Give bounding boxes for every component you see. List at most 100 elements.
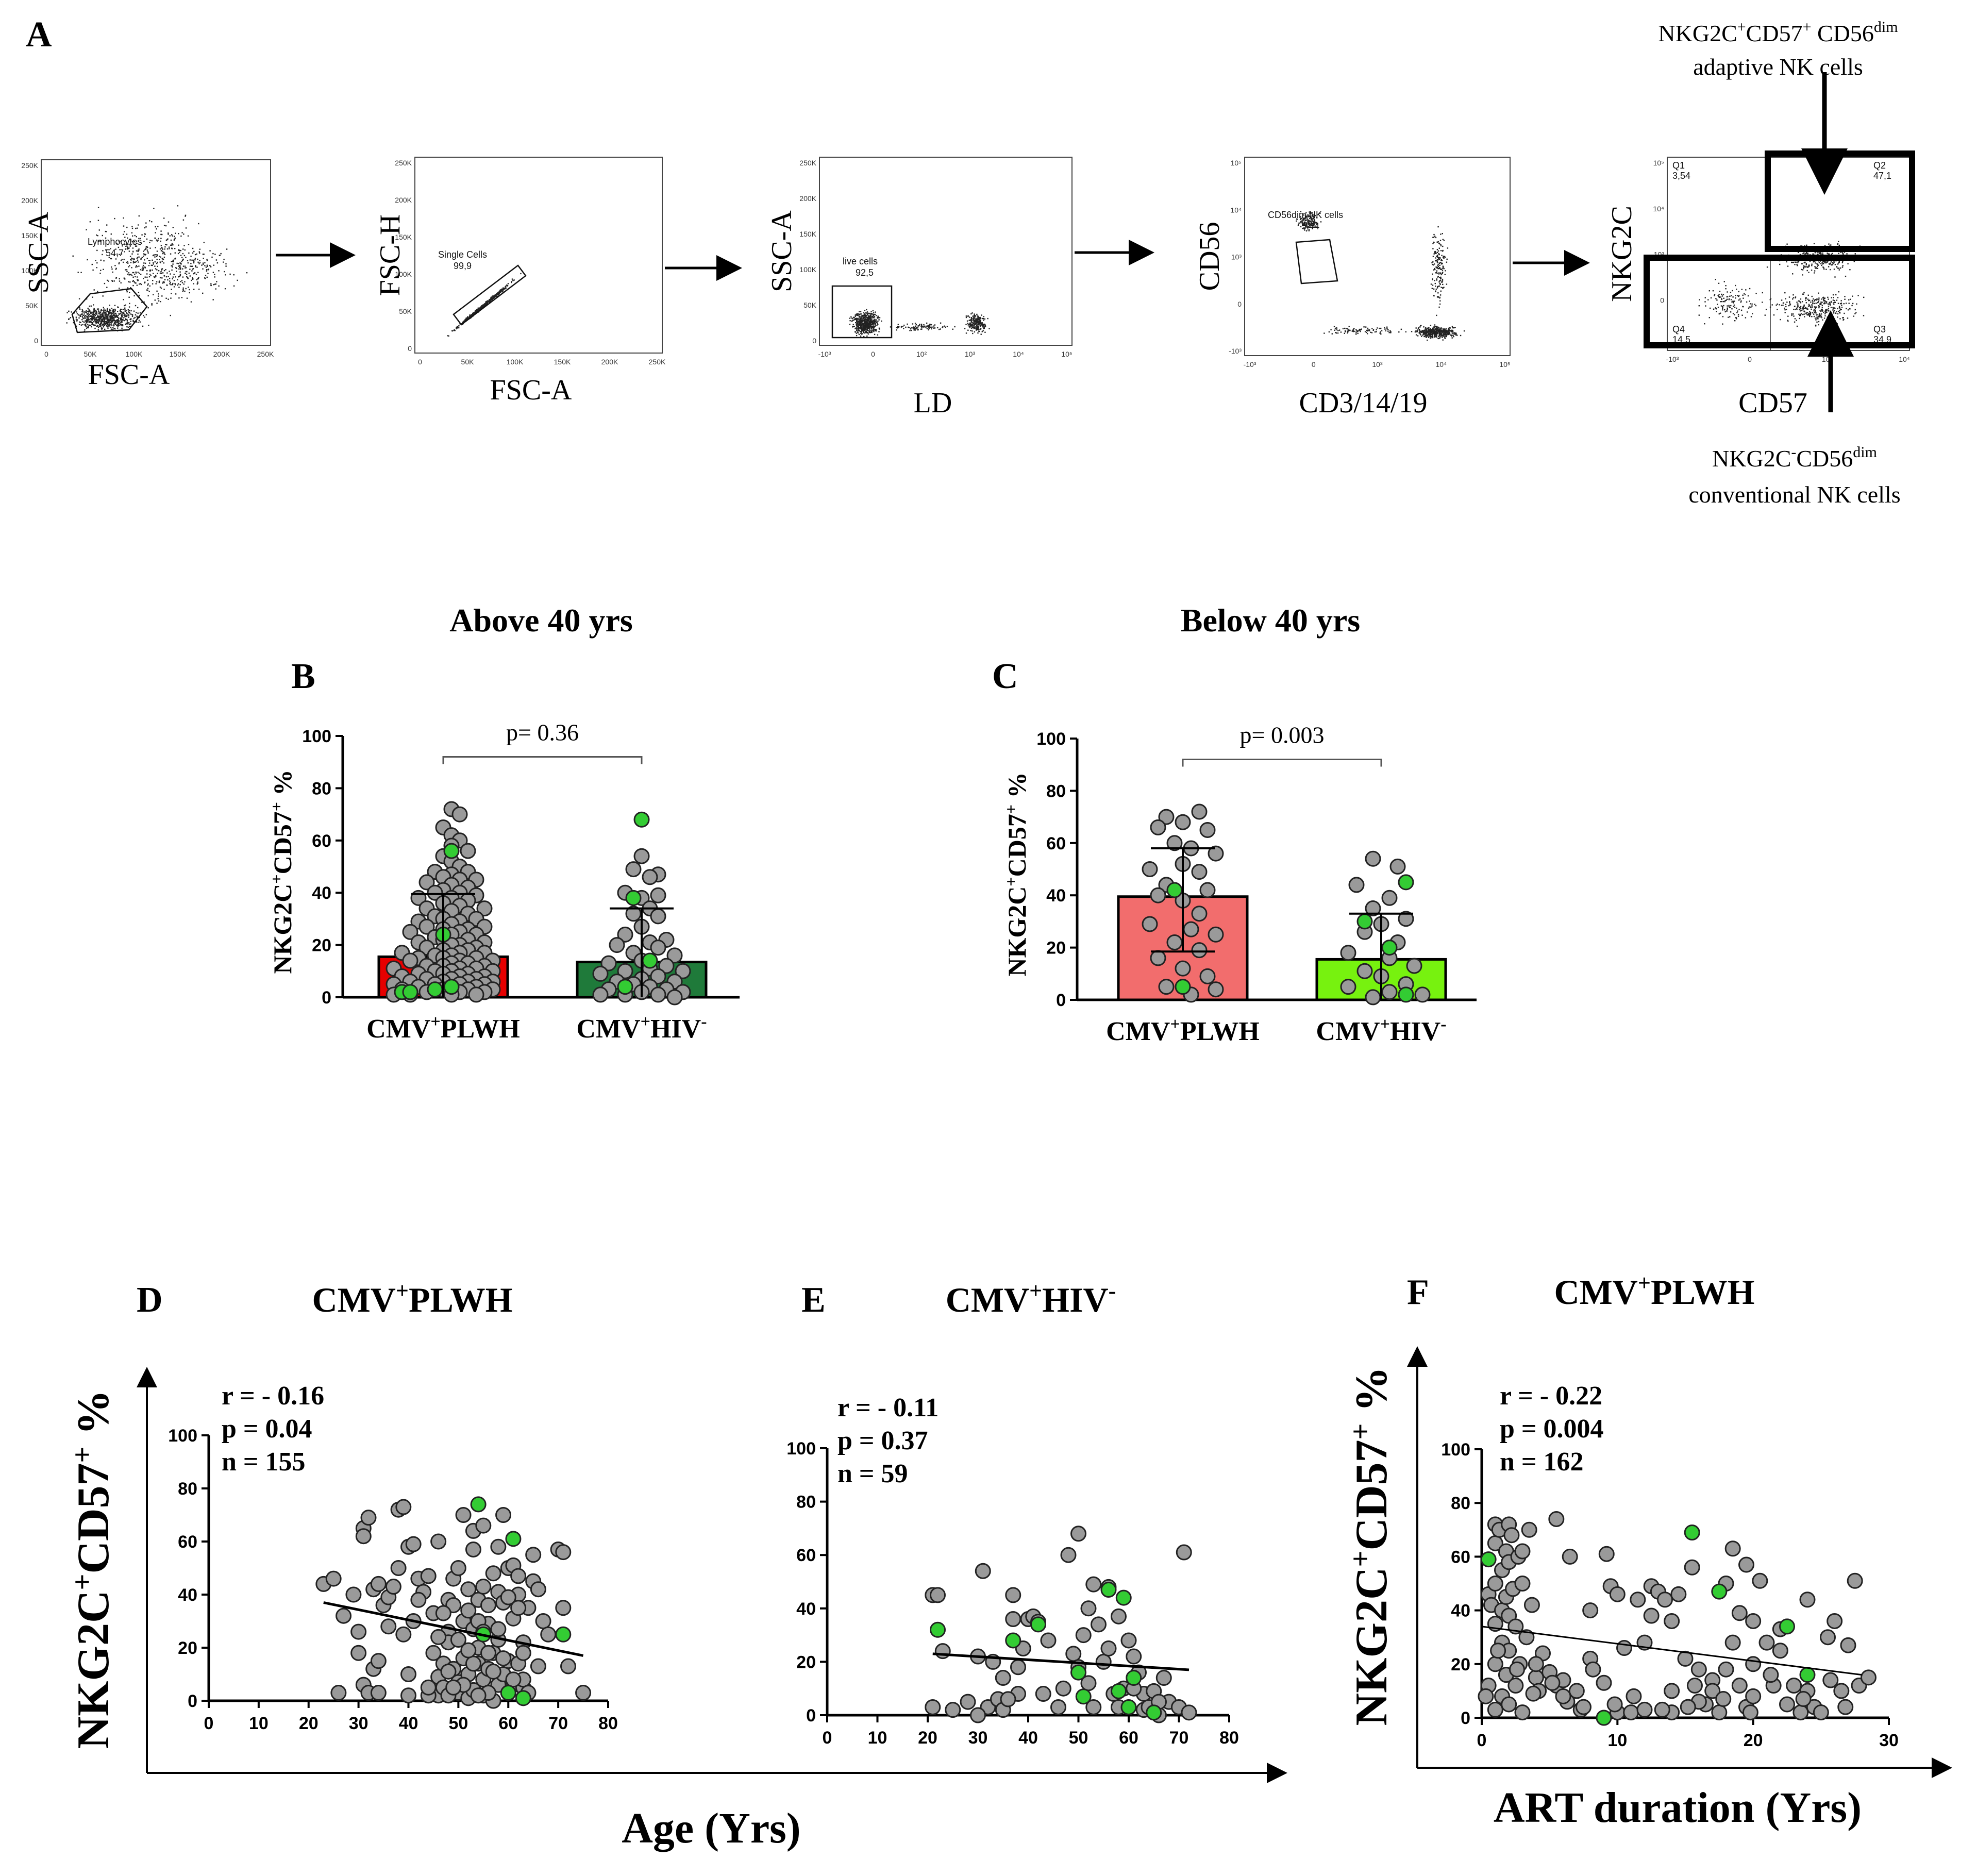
event-dot bbox=[905, 326, 907, 328]
event-dot bbox=[1437, 292, 1439, 294]
event-dot bbox=[976, 327, 978, 329]
event-dot bbox=[875, 319, 877, 321]
p-value-label: p= 0.003 bbox=[1240, 722, 1325, 748]
event-dot bbox=[116, 322, 118, 323]
event-dot bbox=[135, 314, 137, 316]
event-dot bbox=[93, 309, 95, 311]
event-dot bbox=[980, 322, 981, 324]
event-dot bbox=[1440, 277, 1442, 279]
event-dot bbox=[1804, 316, 1805, 317]
event-dot bbox=[1810, 307, 1812, 308]
event-dot bbox=[1713, 308, 1715, 310]
event-dot bbox=[1817, 301, 1818, 304]
event-dot bbox=[1367, 329, 1369, 331]
y-tick-label: 80 bbox=[1046, 781, 1066, 801]
event-dot bbox=[864, 328, 866, 329]
quadrant-value: 3,54 bbox=[1672, 171, 1690, 181]
event-dot bbox=[107, 327, 109, 329]
event-dot bbox=[130, 259, 132, 261]
event-dot bbox=[1725, 285, 1727, 287]
event-dot bbox=[1365, 326, 1367, 328]
event-dot bbox=[103, 319, 104, 320]
event-dot bbox=[1436, 252, 1438, 253]
event-dot bbox=[1313, 224, 1315, 226]
event-dot bbox=[975, 318, 977, 320]
event-dot bbox=[171, 244, 172, 246]
event-dot bbox=[105, 323, 107, 325]
event-dot bbox=[1725, 299, 1727, 301]
event-dot bbox=[96, 262, 98, 264]
event-dot bbox=[484, 303, 487, 304]
event-dot bbox=[1752, 313, 1753, 314]
event-dot bbox=[871, 331, 873, 333]
event-dot bbox=[1440, 276, 1442, 278]
event-dot bbox=[1811, 295, 1813, 297]
event-dot bbox=[144, 227, 146, 229]
event-dot bbox=[122, 316, 123, 317]
event-dot bbox=[129, 303, 130, 305]
event-dot bbox=[1707, 299, 1709, 300]
event-dot bbox=[133, 241, 135, 242]
event-dot bbox=[871, 323, 873, 325]
event-dot bbox=[1735, 297, 1736, 299]
event-dot bbox=[197, 258, 198, 260]
event-dot bbox=[157, 265, 158, 267]
event-dot bbox=[476, 309, 478, 310]
event-dot bbox=[1460, 334, 1462, 337]
event-dot bbox=[111, 315, 112, 317]
gate-value: 92,5 bbox=[856, 267, 874, 278]
event-dot bbox=[189, 275, 191, 277]
event-dot bbox=[1436, 332, 1438, 333]
category-label: CMV+HIV- bbox=[576, 1012, 707, 1044]
event-dot bbox=[120, 324, 122, 326]
event-dot bbox=[1304, 224, 1306, 226]
event-dot bbox=[929, 324, 930, 325]
data-point bbox=[650, 968, 666, 984]
event-dot bbox=[976, 321, 978, 322]
event-dot bbox=[184, 290, 186, 292]
event-dot bbox=[875, 311, 876, 313]
event-dot bbox=[1447, 247, 1449, 249]
event-dot bbox=[1446, 333, 1448, 336]
event-dot bbox=[137, 259, 139, 261]
event-dot bbox=[109, 324, 111, 325]
event-dot bbox=[101, 319, 103, 320]
data-point bbox=[675, 963, 691, 979]
event-dot bbox=[1736, 289, 1737, 290]
event-dot bbox=[144, 233, 146, 235]
label-part: CD57 bbox=[1002, 814, 1031, 877]
event-dot bbox=[1804, 261, 1806, 263]
event-dot bbox=[93, 316, 95, 317]
event-dot bbox=[1721, 295, 1723, 297]
event-dot bbox=[112, 311, 114, 313]
event-dot bbox=[984, 331, 986, 333]
event-dot bbox=[966, 320, 968, 322]
event-dot bbox=[160, 301, 161, 303]
event-dot bbox=[107, 310, 108, 312]
event-dot bbox=[124, 320, 125, 322]
event-dot bbox=[1731, 301, 1733, 303]
flow-x-tick: 10⁴ bbox=[1013, 350, 1024, 358]
event-dot bbox=[926, 328, 928, 329]
flow-y-tick: -10³ bbox=[1229, 347, 1242, 355]
event-dot bbox=[1729, 295, 1731, 297]
event-dot bbox=[98, 229, 100, 231]
event-dot bbox=[1721, 300, 1723, 303]
event-dot bbox=[183, 245, 185, 246]
event-dot bbox=[495, 294, 497, 295]
y-tick-label: 0 bbox=[1056, 991, 1066, 1010]
event-dot bbox=[1335, 332, 1336, 333]
event-dot bbox=[859, 322, 860, 324]
event-dot bbox=[869, 328, 871, 329]
event-dot bbox=[163, 281, 165, 283]
data-point bbox=[1356, 963, 1373, 979]
event-dot bbox=[156, 269, 158, 271]
event-dot bbox=[123, 317, 124, 319]
event-dot bbox=[1822, 296, 1824, 298]
event-dot bbox=[1787, 320, 1789, 322]
event-dot bbox=[174, 252, 176, 254]
category-label: CMV+PLWH bbox=[366, 1012, 520, 1044]
event-dot bbox=[1437, 327, 1438, 329]
event-dot bbox=[1797, 265, 1798, 266]
event-dot bbox=[1840, 309, 1842, 310]
